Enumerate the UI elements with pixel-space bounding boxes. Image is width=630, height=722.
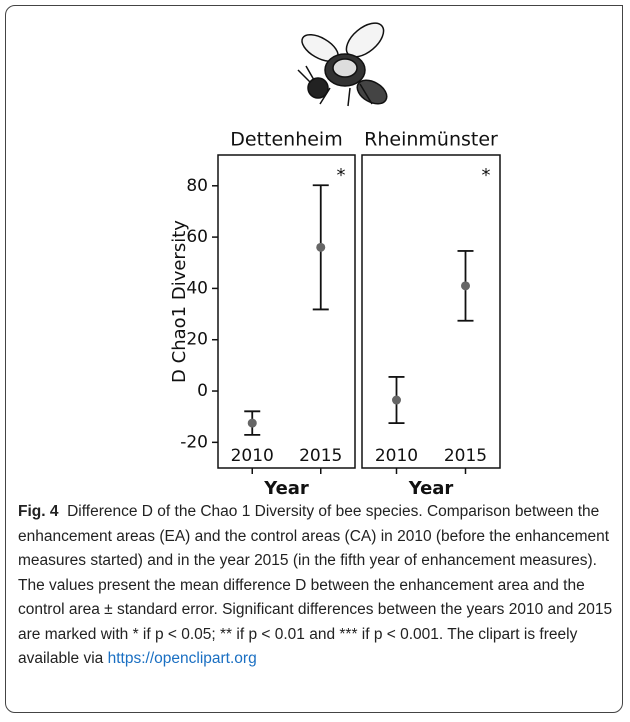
x-tick-label: 2010: [231, 446, 274, 466]
significance-marker: *: [482, 165, 491, 186]
y-tick-label: 80: [186, 176, 208, 196]
x-axis-label: Year: [408, 478, 454, 499]
x-tick-label: 2015: [444, 446, 487, 466]
bee-clipart: [297, 22, 388, 107]
x-tick-label: 2010: [375, 446, 418, 466]
figure-frame: [5, 5, 623, 713]
y-tick-label: 40: [186, 278, 208, 298]
caption-label: Fig. 4: [18, 503, 59, 520]
significance-marker: *: [337, 165, 346, 186]
panel-frame: [217, 154, 356, 469]
caption: Fig. 4 Difference D of the Chao 1 Divers…: [18, 500, 618, 672]
y-tick-label: 20: [186, 330, 208, 350]
panel-frame: [361, 154, 501, 469]
y-tick-label: -20: [180, 432, 208, 452]
y-tick-label: 60: [186, 227, 208, 247]
mean-point: [461, 281, 470, 291]
panel-title: Rheinmünster: [364, 129, 498, 151]
x-tick-label: 2015: [299, 446, 342, 466]
chart: Dettenheim Year * D Chao1 Diversity -20 0 20 40…: [169, 22, 501, 499]
mean-point: [247, 418, 257, 428]
mean-point: [316, 242, 326, 252]
mean-point: [392, 395, 401, 405]
caption-link[interactable]: https://openclipart.org: [107, 650, 257, 667]
caption-text: Difference D of the Chao 1 Diversity of …: [18, 503, 613, 667]
x-axis-label: Year: [263, 478, 309, 499]
y-tick-label: 0: [197, 381, 208, 401]
y-axis-label: D Chao1 Diversity: [169, 220, 190, 383]
panel-title: Dettenheim: [230, 129, 342, 151]
